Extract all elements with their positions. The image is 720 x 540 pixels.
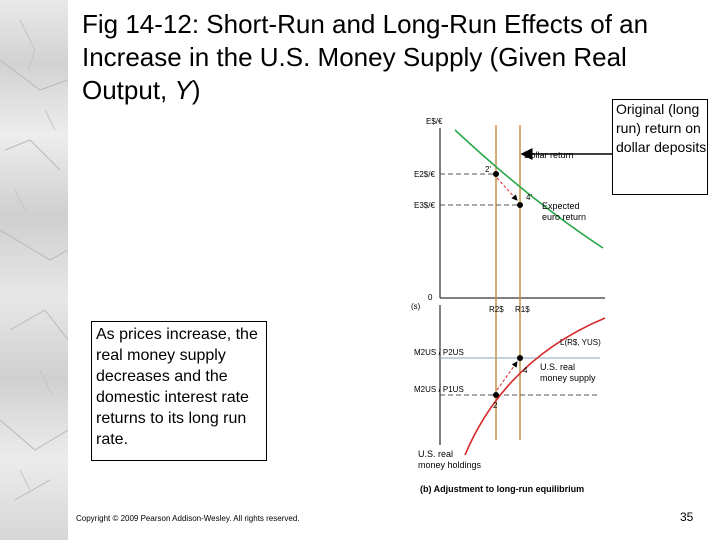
point-4: [517, 355, 523, 361]
title-close: ): [191, 75, 201, 105]
callout-box: Original (long run) return on dollar dep…: [612, 99, 708, 195]
point-2-prime: [493, 171, 499, 177]
expected-euro-label-2: euro return: [542, 212, 586, 222]
expected-euro-label-1: Expected: [542, 201, 580, 211]
e2-label: E2$/€: [414, 170, 435, 179]
point-4-label: 4: [523, 366, 528, 375]
liquidity-curve: [464, 317, 606, 456]
page-number: 35: [680, 510, 694, 524]
e3-label: E3$/€: [414, 201, 435, 210]
point-2-prime-label: 2': [485, 165, 491, 174]
point-4-prime-label: 4': [526, 193, 532, 202]
slide-title: Fig 14-12: Short-Run and Long-Run Effect…: [82, 8, 682, 107]
dollar-return-label: Dollar return: [524, 150, 574, 160]
us-real-money-supply-label-2: money supply: [540, 373, 596, 383]
diagram-caption: (b) Adjustment to long-run equilibrium: [420, 484, 584, 494]
m2p1-label: M2US / P1US: [414, 385, 464, 394]
point-2: [493, 392, 499, 398]
copyright: Copyright © 2009 Pearson Addison-Wesley.…: [76, 514, 300, 523]
bottom-adjustment-arrow: [496, 361, 518, 391]
title-text: Fig 14-12: Short-Run and Long-Run Effect…: [82, 9, 649, 105]
top-axis-label: E$/€: [426, 117, 443, 126]
origin-label: 0: [428, 293, 433, 302]
axis-mid-label: (s): [411, 302, 421, 311]
r2-label: R2$: [489, 305, 504, 314]
r1-label: R1$: [515, 305, 530, 314]
point-2-label: 2: [493, 401, 498, 410]
us-real-money-holdings-label-2: money holdings: [418, 460, 482, 470]
m2p2-label: M2US / P2US: [414, 348, 464, 357]
liquidity-label: L(R$, YUS): [560, 338, 601, 347]
us-real-money-supply-label-1: U.S. real: [540, 362, 575, 372]
us-real-money-holdings-label-1: U.S. real: [418, 449, 453, 459]
point-4-prime: [517, 202, 523, 208]
note-box: As prices increase, the real money suppl…: [91, 321, 267, 461]
expected-euro-return-curve: [454, 129, 604, 249]
marble-texture: [0, 19, 68, 501]
marble-sidebar: [0, 0, 68, 540]
title-output-symbol: Y: [174, 75, 192, 105]
